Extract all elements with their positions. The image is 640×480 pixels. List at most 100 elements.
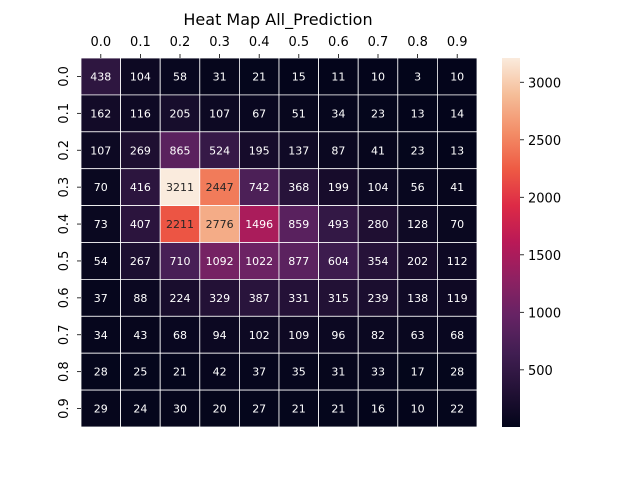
heatmap-cell [199,389,240,428]
heatmap-cell [436,205,478,243]
x-tick-label: 0.6 [328,35,349,50]
heatmap-cell [80,278,121,317]
heatmap-cell [318,131,359,170]
colorbar-tick-label: 1500 [528,249,561,264]
cell-value-label: 34 [94,329,108,342]
colorbar-tick-label: 3000 [528,76,561,91]
cell-value-label: 280 [368,218,389,231]
heatmap-cell [436,389,478,428]
heatmap-cell [357,352,399,391]
cell-value-label: 68 [450,329,464,342]
cell-value-label: 16 [371,403,385,416]
cell-value-label: 1092 [206,255,234,268]
x-tick-label: 0.9 [447,35,468,50]
y-axis: 0.0 0.1 0.2 0.3 0.4 0.5 0.6 0.7 0.8 0.9 [57,66,81,419]
heatmap-cell [357,278,399,317]
heatmap-cell [238,242,280,280]
cell-value-label: 27 [252,403,266,416]
cell-value-label: 524 [209,144,230,157]
cell-value-label: 82 [371,329,385,342]
cell-value-label: 31 [213,70,227,83]
heatmap-cell [80,131,121,170]
heatmap-cell [357,57,399,96]
cell-value-label: 37 [94,292,108,305]
cell-value-label: 70 [450,218,464,231]
cell-value-label: 37 [252,366,266,379]
heatmap-cell [436,57,478,96]
heatmap-cell [120,315,161,354]
heatmap-cell [318,352,359,391]
cell-value-label: 58 [173,70,187,83]
cell-value-label: 162 [90,107,111,120]
cell-value-label: 239 [368,292,389,305]
heatmap-cells [80,57,478,428]
heatmap-cell [278,94,319,133]
cell-value-label: 35 [292,366,306,379]
cell-value-label: 107 [90,144,111,157]
heatmap-cell [199,94,240,133]
colorbar-ticks: 500 1000 1500 2000 2500 3000 [520,76,561,379]
cell-value-label: 33 [371,366,385,379]
heatmap-cell [278,278,319,317]
cell-value-label: 67 [252,107,266,120]
cell-value-label: 2776 [206,218,234,231]
y-tick-label: 0.6 [57,288,72,309]
y-tick-label: 0.5 [57,251,72,272]
cell-value-label: 31 [331,366,345,379]
heatmap-cell [436,94,478,133]
cell-value-label: 94 [213,329,227,342]
cell-value-label: 128 [407,218,428,231]
cell-value-label: 3211 [166,181,194,194]
cell-value-label: 96 [331,329,345,342]
cell-value-label: 41 [371,144,385,157]
heatmap-cell-labels: 438 104 58 31 21 15 11 10 3 10 162 116 205 107 67 51 34 2… [90,70,467,415]
cell-value-label: 267 [130,255,151,268]
y-tick-label: 0.1 [57,103,72,124]
x-tick-label: 0.4 [249,35,270,50]
heatmap-cell [120,131,161,170]
heatmap-cell [318,278,359,317]
cell-value-label: 2211 [166,218,194,231]
chart-title: Heat Map All_Prediction [183,10,372,30]
cell-value-label: 104 [368,181,389,194]
heatmap-cell [357,315,399,354]
cell-value-label: 23 [371,107,385,120]
heatmap-cell [397,352,438,391]
cell-value-label: 116 [130,107,151,120]
heatmap-cell [159,315,201,354]
cell-value-label: 354 [368,255,389,268]
cell-value-label: 22 [450,403,464,416]
cell-value-label: 102 [249,329,270,342]
cell-value-label: 21 [292,403,306,416]
colorbar [502,58,520,427]
cell-value-label: 10 [411,403,425,416]
x-tick-label: 0.2 [170,35,191,50]
cell-value-label: 438 [90,70,111,83]
heatmap-cell [238,205,280,243]
heatmap-cell [159,205,201,243]
heatmap-cell [318,94,359,133]
cell-value-label: 604 [328,255,349,268]
cell-value-label: 138 [407,292,428,305]
cell-value-label: 1022 [245,255,273,268]
cell-value-label: 2447 [206,181,234,194]
heatmap-cell [318,389,359,428]
x-tick-label: 0.5 [288,35,309,50]
cell-value-label: 331 [288,292,309,305]
cell-value-label: 30 [173,403,187,416]
heatmap-cell [278,389,319,428]
cell-value-label: 54 [94,255,108,268]
cell-value-label: 710 [170,255,191,268]
cell-value-label: 28 [94,366,108,379]
cell-value-label: 195 [249,144,270,157]
heatmap-cell [397,315,438,354]
heatmap-cell [318,315,359,354]
cell-value-label: 877 [288,255,309,268]
heatmap-cell [397,389,438,428]
heatmap-cell [357,205,399,243]
heatmap-cell [357,94,399,133]
heatmap-cell [120,205,161,243]
cell-value-label: 21 [331,403,345,416]
cell-value-label: 329 [209,292,230,305]
heatmap-cell [238,315,280,354]
